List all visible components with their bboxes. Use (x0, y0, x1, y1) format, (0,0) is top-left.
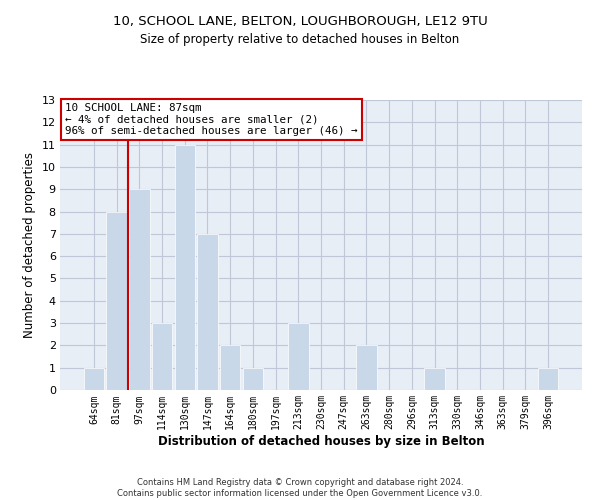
Bar (220, 346, 241, 390)
Bar (84, 368, 104, 390)
Text: 10 SCHOOL LANE: 87sqm
← 4% of detached houses are smaller (2)
96% of semi-detach: 10 SCHOOL LANE: 87sqm ← 4% of detached h… (65, 103, 358, 136)
Bar (106, 212, 127, 390)
Y-axis label: Number of detached properties: Number of detached properties (23, 152, 36, 338)
Bar (175, 144, 195, 390)
Bar (129, 189, 149, 390)
Text: Contains HM Land Registry data © Crown copyright and database right 2024.
Contai: Contains HM Land Registry data © Crown c… (118, 478, 482, 498)
Bar (242, 368, 263, 390)
Text: Distribution of detached houses by size in Belton: Distribution of detached houses by size … (158, 435, 484, 448)
Bar (197, 234, 218, 390)
Bar (356, 346, 377, 390)
Bar (288, 323, 308, 390)
Bar (152, 323, 172, 390)
Text: 10, SCHOOL LANE, BELTON, LOUGHBOROUGH, LE12 9TU: 10, SCHOOL LANE, BELTON, LOUGHBOROUGH, L… (113, 15, 487, 28)
Bar (424, 368, 445, 390)
Bar (538, 368, 558, 390)
Text: Size of property relative to detached houses in Belton: Size of property relative to detached ho… (140, 32, 460, 46)
